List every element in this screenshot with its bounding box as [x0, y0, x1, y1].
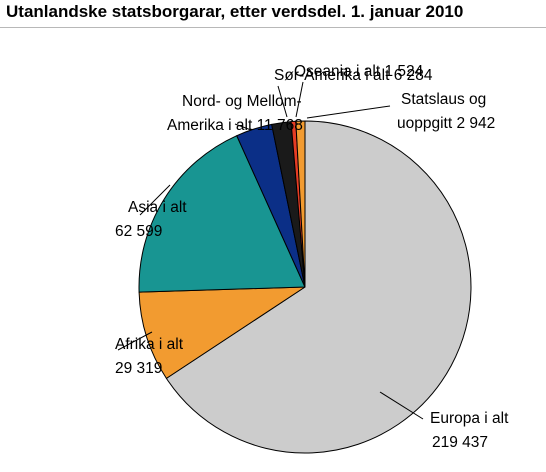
slice-label-2-line-2: 29 319 [115, 360, 162, 377]
leader-line-4 [234, 123, 252, 131]
title-divider [0, 27, 546, 28]
slice-label-4-line-2: Amerika i alt 11 768 [167, 117, 303, 134]
slice-label-1-line-2: 219 437 [432, 434, 488, 451]
leader-line-6 [295, 81, 304, 118]
slice-label-7-line-2: uoppgitt 2 942 [397, 115, 495, 132]
chart-title: Utanlandske statsborgarar, etter verdsde… [6, 2, 464, 21]
leader-line-1 [379, 391, 424, 420]
leader-line-7 [306, 105, 391, 119]
slice-label-5-line-1: Sør-Amerika i alt 6 284 [274, 67, 433, 84]
leader-line-2 [117, 331, 153, 351]
leader-line-3 [139, 184, 171, 216]
slice-label-6-line-1: Oseania i alt 1 524 [294, 63, 424, 80]
slice-label-3-line-1: Asia i alt [128, 199, 187, 216]
slice-label-2-line-1: Afrika i alt [115, 336, 184, 353]
pie-slice-1 [165, 120, 472, 454]
slice-label-1-line-1: Europa i alt [430, 410, 509, 427]
slice-label-3-line-2: 62 599 [115, 223, 162, 240]
leader-line-5 [277, 85, 288, 118]
pie-slice-2 [138, 286, 306, 379]
pie-slice-3 [138, 135, 306, 293]
slice-label-4-line-1: Nord- og Mellom- [182, 93, 302, 110]
pie-slice-7 [295, 120, 306, 288]
slice-label-7-line-1: Statslaus og [401, 91, 486, 108]
